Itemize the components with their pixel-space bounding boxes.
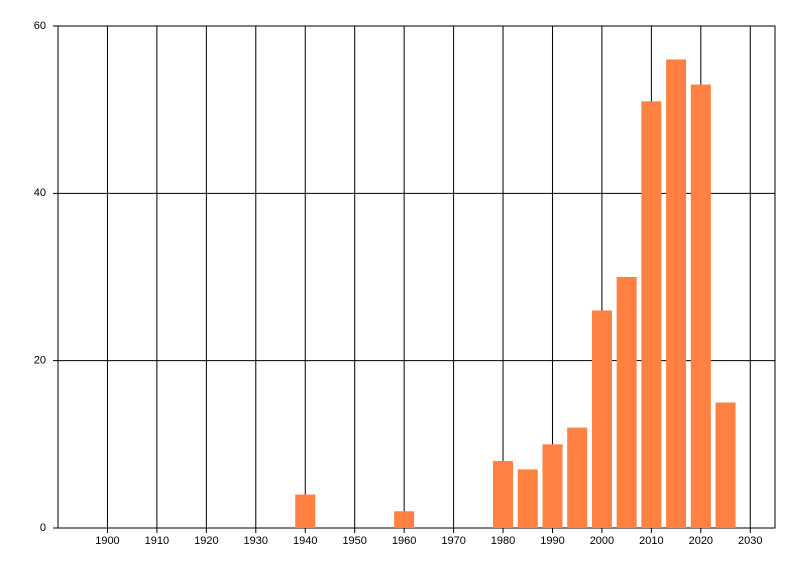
x-tick-label: 1910 xyxy=(145,535,169,547)
x-tick-label: 2010 xyxy=(639,535,663,547)
bar xyxy=(394,511,415,528)
bar xyxy=(690,84,711,529)
bar xyxy=(493,461,514,528)
x-tick-label: 1900 xyxy=(95,535,119,547)
bar xyxy=(666,59,687,528)
x-tick-label: 2000 xyxy=(590,535,614,547)
x-tick-label: 1970 xyxy=(441,535,465,547)
bar xyxy=(295,494,316,528)
bar xyxy=(641,101,662,529)
x-tick-label: 1950 xyxy=(342,535,366,547)
bar xyxy=(517,469,538,528)
y-tick-label: 0 xyxy=(40,522,46,534)
bar xyxy=(567,427,588,528)
x-tick-label: 1940 xyxy=(293,535,317,547)
x-tick-label: 1930 xyxy=(244,535,268,547)
x-tick-label: 1920 xyxy=(194,535,218,547)
bar xyxy=(591,310,612,528)
bar xyxy=(542,444,563,528)
y-tick-label: 40 xyxy=(34,187,46,199)
x-tick-label: 2020 xyxy=(689,535,713,547)
y-tick-label: 20 xyxy=(34,355,46,367)
bar xyxy=(616,277,637,528)
x-tick-label: 1980 xyxy=(491,535,515,547)
x-tick-label: 1960 xyxy=(392,535,416,547)
x-tick-label: 2030 xyxy=(738,535,762,547)
x-tick-label: 1990 xyxy=(540,535,564,547)
bar xyxy=(715,402,736,528)
y-tick-label: 60 xyxy=(34,20,46,32)
